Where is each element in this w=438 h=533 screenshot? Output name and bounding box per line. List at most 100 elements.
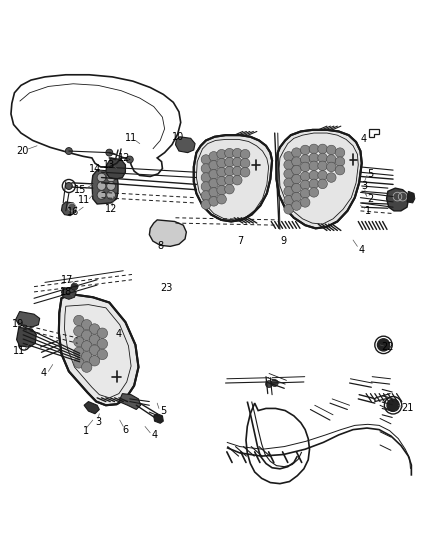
Circle shape — [292, 165, 301, 175]
Circle shape — [89, 324, 100, 334]
Circle shape — [326, 145, 336, 155]
Circle shape — [225, 148, 234, 158]
Circle shape — [19, 329, 29, 340]
Circle shape — [209, 179, 219, 188]
Polygon shape — [149, 220, 186, 246]
Circle shape — [300, 180, 310, 190]
Text: 13: 13 — [103, 160, 116, 170]
Text: 11: 11 — [78, 195, 90, 205]
Text: 4: 4 — [359, 245, 365, 255]
Circle shape — [284, 205, 293, 214]
Polygon shape — [154, 414, 163, 423]
Circle shape — [309, 144, 319, 154]
Circle shape — [209, 151, 219, 161]
Circle shape — [335, 157, 345, 166]
Polygon shape — [17, 327, 36, 347]
Circle shape — [74, 326, 84, 336]
Circle shape — [225, 157, 234, 167]
Polygon shape — [276, 130, 362, 228]
Circle shape — [284, 187, 293, 196]
Circle shape — [292, 157, 301, 166]
Circle shape — [97, 173, 106, 182]
Circle shape — [233, 166, 242, 176]
Text: 6: 6 — [122, 425, 128, 434]
Circle shape — [233, 175, 242, 185]
Polygon shape — [16, 311, 40, 327]
Circle shape — [97, 338, 108, 349]
Polygon shape — [387, 188, 408, 211]
Text: 12: 12 — [105, 204, 117, 214]
Polygon shape — [119, 393, 141, 409]
Circle shape — [65, 182, 72, 189]
Circle shape — [89, 334, 100, 345]
Text: 15: 15 — [74, 185, 87, 195]
Circle shape — [89, 356, 100, 366]
Text: 10: 10 — [172, 132, 184, 142]
Circle shape — [318, 161, 327, 171]
Circle shape — [233, 148, 242, 158]
Text: 18: 18 — [60, 287, 72, 297]
Polygon shape — [106, 158, 125, 179]
Circle shape — [309, 188, 319, 197]
Circle shape — [240, 149, 250, 159]
Circle shape — [107, 191, 116, 199]
Circle shape — [318, 153, 327, 163]
Circle shape — [107, 182, 116, 190]
Text: 12: 12 — [118, 153, 131, 163]
Text: 4: 4 — [41, 368, 47, 378]
Text: 20: 20 — [16, 146, 28, 156]
Text: 2: 2 — [367, 193, 374, 204]
Circle shape — [217, 195, 226, 204]
Text: 4: 4 — [360, 134, 367, 144]
Circle shape — [309, 153, 319, 163]
Circle shape — [284, 196, 293, 205]
Text: 3: 3 — [95, 417, 101, 427]
Polygon shape — [61, 288, 76, 300]
Text: 21: 21 — [401, 403, 413, 414]
Polygon shape — [194, 135, 272, 222]
Polygon shape — [61, 202, 76, 216]
Circle shape — [201, 173, 211, 182]
Circle shape — [284, 178, 293, 188]
Text: 5: 5 — [367, 169, 374, 179]
Circle shape — [225, 166, 234, 176]
Circle shape — [225, 184, 234, 194]
Text: 8: 8 — [157, 241, 163, 252]
Circle shape — [74, 347, 84, 358]
Polygon shape — [59, 294, 138, 405]
Circle shape — [81, 330, 92, 341]
Circle shape — [217, 176, 226, 186]
Circle shape — [309, 161, 319, 171]
Text: 17: 17 — [61, 274, 74, 285]
Circle shape — [201, 164, 211, 173]
Text: 9: 9 — [280, 236, 286, 246]
Circle shape — [97, 191, 106, 199]
Text: 19: 19 — [12, 319, 24, 329]
Text: 4: 4 — [116, 329, 122, 340]
Text: 4: 4 — [152, 430, 158, 440]
Circle shape — [74, 316, 84, 326]
Circle shape — [106, 149, 113, 156]
Circle shape — [292, 201, 301, 211]
Text: 1: 1 — [83, 426, 89, 435]
Circle shape — [335, 148, 345, 157]
Circle shape — [326, 162, 336, 172]
Circle shape — [201, 200, 211, 209]
Circle shape — [209, 160, 219, 170]
Circle shape — [318, 171, 327, 180]
Circle shape — [97, 349, 108, 360]
Text: 23: 23 — [161, 282, 173, 293]
Circle shape — [300, 198, 310, 207]
Circle shape — [240, 158, 250, 168]
Circle shape — [81, 341, 92, 351]
Circle shape — [81, 320, 92, 330]
Text: 5: 5 — [160, 406, 166, 416]
Text: 14: 14 — [89, 164, 101, 174]
Circle shape — [378, 339, 390, 351]
Circle shape — [318, 179, 327, 189]
Text: 11: 11 — [125, 133, 137, 143]
Text: 1: 1 — [365, 206, 371, 216]
Circle shape — [300, 155, 310, 164]
Text: 16: 16 — [67, 207, 79, 217]
Circle shape — [201, 191, 211, 200]
